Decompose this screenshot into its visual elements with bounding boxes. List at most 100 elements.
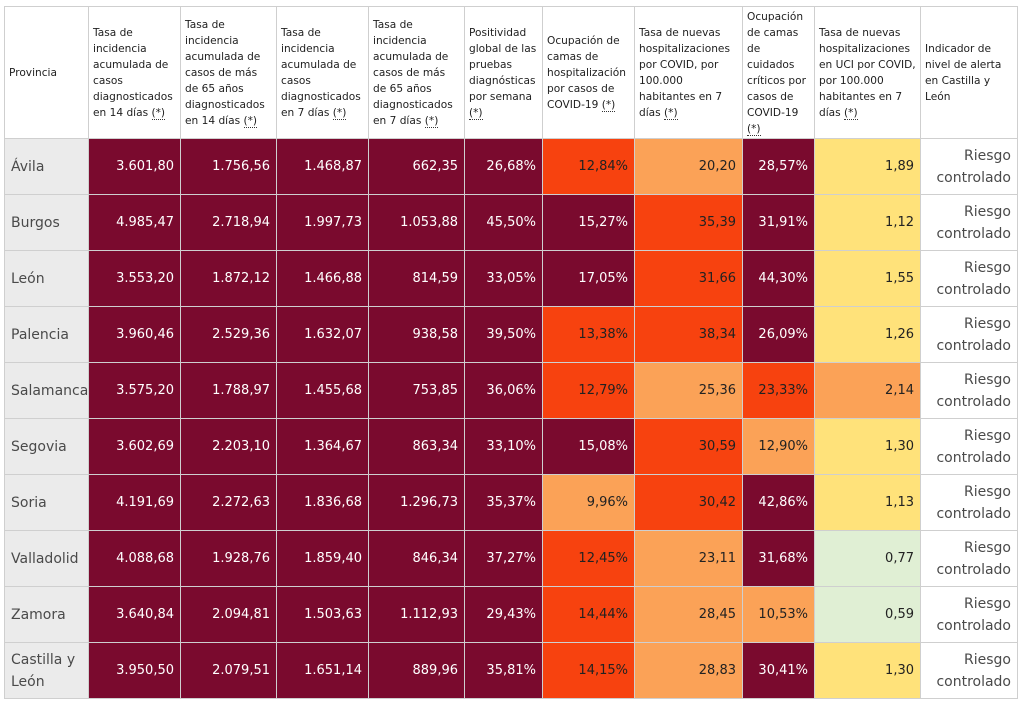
column-header-text: Tasa de incidencia acumulada de casos di… — [281, 27, 361, 119]
alert-level-cell: Riesgo controlado — [921, 251, 1018, 307]
value-cell: 2.079,51 — [181, 643, 277, 699]
value-cell: 1.455,68 — [277, 363, 369, 419]
value-cell: 662,35 — [369, 139, 465, 195]
footnote-marker[interactable]: (*) — [333, 107, 347, 120]
value-cell: 30,59 — [635, 419, 743, 475]
value-cell: 1.296,73 — [369, 475, 465, 531]
column-header-text: Indicador de nivel de alerta en Castilla… — [925, 43, 1001, 103]
value-cell: 37,27% — [465, 531, 543, 587]
table-row: Salamanca 3.575,20 1.788,97 1.455,68 753,85 3… — [5, 363, 1018, 419]
value-cell: 1.632,07 — [277, 307, 369, 363]
value-cell: 28,45 — [635, 587, 743, 643]
column-header-text: Tasa de incidencia acumulada de casos de… — [185, 19, 265, 127]
value-cell: 0,77 — [815, 531, 921, 587]
value-cell: 4.985,47 — [89, 195, 181, 251]
value-cell: 3.601,80 — [89, 139, 181, 195]
footnote-marker[interactable]: (*) — [747, 123, 761, 136]
value-cell: 14,15% — [543, 643, 635, 699]
value-cell: 44,30% — [743, 251, 815, 307]
footnote-marker[interactable]: (*) — [664, 107, 678, 120]
table-body: Ávila 3.601,80 1.756,56 1.468,87 662,35 26,68… — [5, 139, 1018, 699]
table-row: Segovia 3.602,69 2.203,10 1.364,67 863,34 33,… — [5, 419, 1018, 475]
province-cell: León — [5, 251, 89, 307]
value-cell: 36,06% — [465, 363, 543, 419]
value-cell: 12,90% — [743, 419, 815, 475]
alert-level-cell: Riesgo controlado — [921, 307, 1018, 363]
value-cell: 1.928,76 — [181, 531, 277, 587]
table-row: Castilla y León 3.950,50 2.079,51 1.651,14 8… — [5, 643, 1018, 699]
value-cell: 3.640,84 — [89, 587, 181, 643]
value-cell: 863,34 — [369, 419, 465, 475]
table-row: Soria 4.191,69 2.272,63 1.836,68 1.296,73 35,… — [5, 475, 1018, 531]
province-cell: Ávila — [5, 139, 89, 195]
value-cell: 31,91% — [743, 195, 815, 251]
value-cell: 35,37% — [465, 475, 543, 531]
province-cell: Segovia — [5, 419, 89, 475]
value-cell: 1,13 — [815, 475, 921, 531]
value-cell: 3.950,50 — [89, 643, 181, 699]
value-cell: 753,85 — [369, 363, 465, 419]
value-cell: 1,30 — [815, 419, 921, 475]
province-cell: Burgos — [5, 195, 89, 251]
value-cell: 9,96% — [543, 475, 635, 531]
value-cell: 1.503,63 — [277, 587, 369, 643]
value-cell: 12,84% — [543, 139, 635, 195]
footnote-marker[interactable]: (*) — [602, 99, 616, 112]
value-cell: 30,41% — [743, 643, 815, 699]
column-header-text: Tasa de nuevas hospitalizaciones en UCI … — [819, 27, 916, 119]
column-header-9: Tasa de nuevas hospitalizaciones en UCI … — [815, 7, 921, 139]
value-cell: 15,08% — [543, 419, 635, 475]
value-cell: 30,42 — [635, 475, 743, 531]
province-cell: Valladolid — [5, 531, 89, 587]
value-cell: 33,10% — [465, 419, 543, 475]
alert-level-cell: Riesgo controlado — [921, 419, 1018, 475]
alert-level-cell: Riesgo controlado — [921, 363, 1018, 419]
value-cell: 1.364,67 — [277, 419, 369, 475]
column-header-1: Tasa de incidencia acumulada de casos di… — [89, 7, 181, 139]
footnote-marker[interactable]: (*) — [844, 107, 858, 120]
table-row: Zamora 3.640,84 2.094,81 1.503,63 1.112,93 29… — [5, 587, 1018, 643]
province-cell: Salamanca — [5, 363, 89, 419]
value-cell: 1.756,56 — [181, 139, 277, 195]
value-cell: 2.718,94 — [181, 195, 277, 251]
footnote-marker[interactable]: (*) — [425, 115, 439, 128]
value-cell: 12,79% — [543, 363, 635, 419]
alert-level-cell: Riesgo controlado — [921, 139, 1018, 195]
value-cell: 814,59 — [369, 251, 465, 307]
table-row: Valladolid 4.088,68 1.928,76 1.859,40 846,34… — [5, 531, 1018, 587]
value-cell: 3.960,46 — [89, 307, 181, 363]
value-cell: 938,58 — [369, 307, 465, 363]
value-cell: 17,05% — [543, 251, 635, 307]
province-cell: Castilla y León — [5, 643, 89, 699]
value-cell: 1,55 — [815, 251, 921, 307]
value-cell: 33,05% — [465, 251, 543, 307]
value-cell: 42,86% — [743, 475, 815, 531]
column-header-2: Tasa de incidencia acumulada de casos de… — [181, 7, 277, 139]
alert-level-cell: Riesgo controlado — [921, 195, 1018, 251]
footnote-marker[interactable]: (*) — [244, 115, 258, 128]
value-cell: 1.836,68 — [277, 475, 369, 531]
value-cell: 25,36 — [635, 363, 743, 419]
column-header-provincia: Provincia — [5, 7, 89, 139]
column-header-7: Tasa de nuevas hospitalizaciones por COV… — [635, 7, 743, 139]
value-cell: 23,33% — [743, 363, 815, 419]
value-cell: 39,50% — [465, 307, 543, 363]
header-row: Provincia Tasa de incidencia acumulada de… — [5, 7, 1018, 139]
alert-level-cell: Riesgo controlado — [921, 531, 1018, 587]
value-cell: 1.112,93 — [369, 587, 465, 643]
value-cell: 1.466,88 — [277, 251, 369, 307]
value-cell: 2.094,81 — [181, 587, 277, 643]
footnote-marker[interactable]: (*) — [152, 107, 166, 120]
value-cell: 3.575,20 — [89, 363, 181, 419]
value-cell: 1,12 — [815, 195, 921, 251]
value-cell: 38,34 — [635, 307, 743, 363]
value-cell: 28,57% — [743, 139, 815, 195]
column-header-5: Positividad global de las pruebas diagnó… — [465, 7, 543, 139]
footnote-marker[interactable]: (*) — [469, 107, 483, 120]
column-header-4: Tasa de incidencia acumulada de casos de… — [369, 7, 465, 139]
value-cell: 31,66 — [635, 251, 743, 307]
value-cell: 2.272,63 — [181, 475, 277, 531]
value-cell: 3.553,20 — [89, 251, 181, 307]
value-cell: 4.191,69 — [89, 475, 181, 531]
value-cell: 29,43% — [465, 587, 543, 643]
